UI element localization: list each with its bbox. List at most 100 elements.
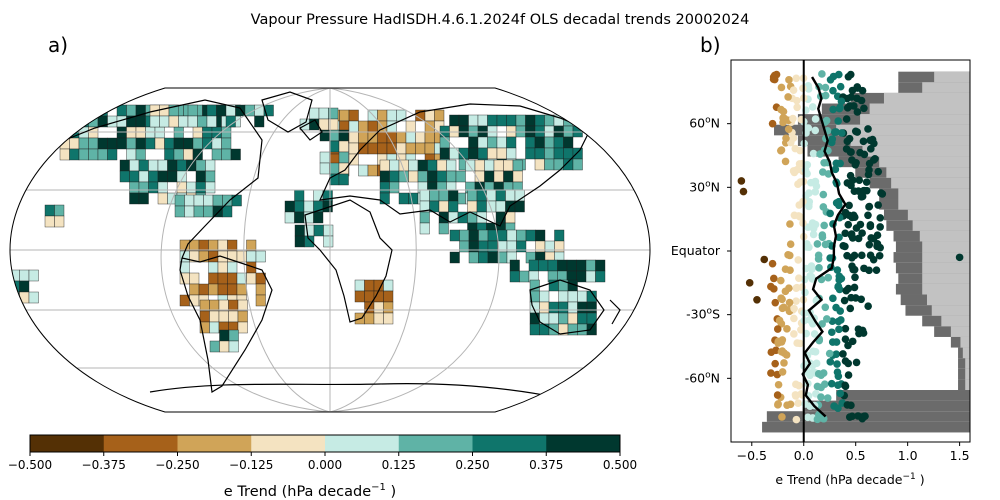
observed-coverage-bar [922, 252, 970, 263]
station-trend-point [813, 240, 822, 248]
grid-cell [408, 159, 419, 172]
grid-cell [354, 279, 365, 292]
grid-cell [348, 109, 359, 122]
grid-cell [572, 158, 583, 171]
grid-cell [174, 205, 185, 218]
grid-cell [138, 181, 149, 194]
grid-cell [548, 312, 559, 325]
station-trend-point [857, 295, 866, 304]
grid-cell [193, 205, 204, 218]
station-trend-point [784, 251, 792, 259]
land-coverage-bar [802, 400, 970, 412]
grid-cell [208, 283, 219, 296]
station-trend-point [773, 391, 782, 399]
grid-cell [379, 181, 390, 194]
station-trend-point [876, 243, 884, 252]
grid-cell [126, 104, 137, 117]
grid-cell [54, 204, 65, 217]
grid-cell [284, 211, 295, 224]
station-trend-point [793, 165, 802, 174]
grid-cell [228, 299, 239, 312]
colorbar-segment [325, 435, 400, 452]
grid-cell [167, 170, 178, 183]
station-trend-point [868, 135, 877, 144]
map-gridlines [10, 88, 650, 412]
colorbar-segment [472, 435, 547, 452]
grid-cell [496, 114, 507, 127]
grid-cell [209, 321, 220, 334]
grid-cell [539, 301, 550, 314]
observed-coverage-bar [860, 114, 970, 125]
observed-coverage-bar [941, 315, 970, 327]
station-trend-point [784, 93, 792, 101]
grid-cell [206, 115, 217, 128]
station-trend-point [859, 137, 868, 146]
grid-cell [176, 181, 187, 194]
station-trend-point [846, 304, 855, 313]
station-trend-point [833, 266, 842, 274]
station-trend-point [801, 288, 809, 297]
grid-cell [44, 215, 55, 228]
station-trend-point [841, 324, 850, 333]
grid-cell [323, 224, 334, 237]
x-tick-label: 1.5 [950, 448, 970, 463]
grid-cell [389, 159, 400, 172]
station-trend-point [848, 412, 856, 421]
grid-cell [28, 269, 39, 282]
grid-cell [217, 239, 228, 252]
grid-cell [577, 312, 588, 325]
grid-cell [534, 114, 545, 127]
land-coverage-bar [958, 368, 970, 380]
grid-cell [173, 137, 184, 150]
grid-cell [468, 114, 479, 127]
grid-cell [159, 104, 170, 117]
grid-cell [126, 137, 137, 150]
observed-coverage-bar [926, 294, 970, 306]
station-trend-point [773, 325, 782, 333]
grid-cell [439, 136, 450, 149]
grid-cell [567, 323, 578, 336]
grid-cell [487, 136, 498, 149]
grid-cell [230, 148, 241, 161]
station-trend-point [785, 298, 794, 307]
grid-cell [424, 142, 435, 155]
observed-coverage-bar [912, 220, 970, 231]
station-trend-point [865, 240, 874, 249]
grid-cell [294, 224, 305, 237]
grid-cell [505, 211, 516, 224]
grid-cell [459, 229, 470, 242]
station-trend-point [805, 189, 813, 197]
observed-coverage-bar [919, 230, 970, 242]
station-trend-point [853, 83, 862, 91]
grid-cell [436, 170, 447, 183]
observed-coverage-bar [869, 103, 970, 115]
grid-cell [309, 107, 320, 120]
colorbar-segment [398, 435, 473, 452]
grid-cell [208, 272, 219, 285]
grid-cell [544, 136, 555, 149]
grid-cell [467, 189, 478, 202]
grid-cell [183, 148, 194, 161]
colorbar-segment [30, 435, 105, 452]
observed-coverage-bar [886, 167, 970, 178]
grid-cell [506, 114, 517, 127]
observed-coverage-bar [836, 124, 970, 136]
grid-cell [192, 137, 203, 150]
map-boundary [9, 87, 651, 413]
grid-cell [383, 312, 394, 325]
grid-cell [484, 159, 495, 172]
station-trend-point [790, 314, 798, 323]
station-trend-point [770, 75, 779, 84]
colorbar-tick-label: −0.375 [82, 458, 126, 472]
station-trend-point [856, 220, 865, 229]
grid-cell [328, 118, 339, 131]
station-trend-point [820, 380, 829, 388]
grid-cell [246, 239, 257, 252]
grid-cell [567, 290, 578, 303]
grid-cell [516, 240, 527, 253]
grid-cell [525, 136, 536, 149]
station-trend-point [828, 135, 837, 143]
grid-cell [218, 299, 229, 312]
station-trend-point [818, 231, 827, 239]
station-trend-point [834, 381, 842, 390]
